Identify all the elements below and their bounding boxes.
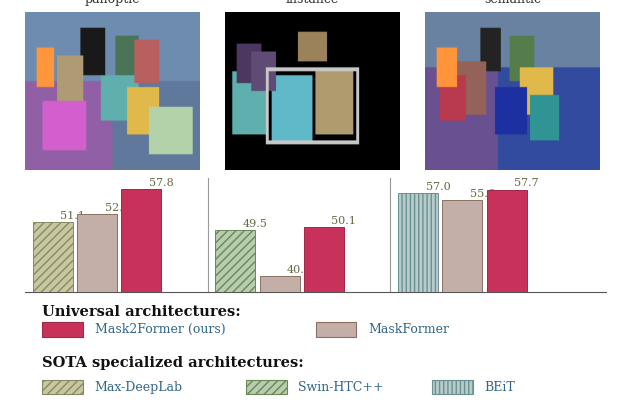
Bar	[42, 322, 83, 337]
Text: Universal architectures:: Universal architectures:	[42, 305, 241, 319]
Text: 50.1: 50.1	[331, 216, 356, 226]
Bar	[77, 214, 117, 292]
Text: 40.1: 40.1	[287, 265, 312, 275]
Bar	[398, 193, 438, 292]
Text: semantic: semantic	[484, 0, 541, 6]
Bar	[121, 189, 161, 292]
Text: Max-DeepLab: Max-DeepLab	[95, 381, 183, 394]
Text: SOTA specialized architectures:: SOTA specialized architectures:	[42, 356, 304, 369]
Bar	[432, 380, 472, 394]
Bar	[42, 380, 83, 394]
Text: Mask2Former (ours): Mask2Former (ours)	[95, 323, 226, 336]
Text: 51.1: 51.1	[60, 211, 85, 221]
Text: panoptic: panoptic	[85, 0, 140, 6]
Bar	[216, 230, 255, 292]
Text: instance: instance	[286, 0, 339, 6]
Text: 57.8: 57.8	[149, 178, 174, 188]
Text: 49.5: 49.5	[243, 219, 268, 229]
Bar	[32, 222, 72, 292]
Text: 57.0: 57.0	[426, 182, 451, 192]
Bar	[487, 190, 526, 292]
Text: 52.7: 52.7	[104, 203, 129, 213]
Bar	[316, 322, 356, 337]
Bar	[304, 227, 344, 292]
Text: Swin-HTC++: Swin-HTC++	[298, 381, 384, 394]
Bar	[246, 380, 286, 394]
Bar	[442, 200, 483, 292]
Text: 55.6: 55.6	[470, 189, 495, 199]
Text: 57.7: 57.7	[514, 178, 539, 188]
Bar	[260, 276, 299, 292]
Text: MaskFormer: MaskFormer	[368, 323, 449, 336]
Text: BEiT: BEiT	[484, 381, 515, 394]
